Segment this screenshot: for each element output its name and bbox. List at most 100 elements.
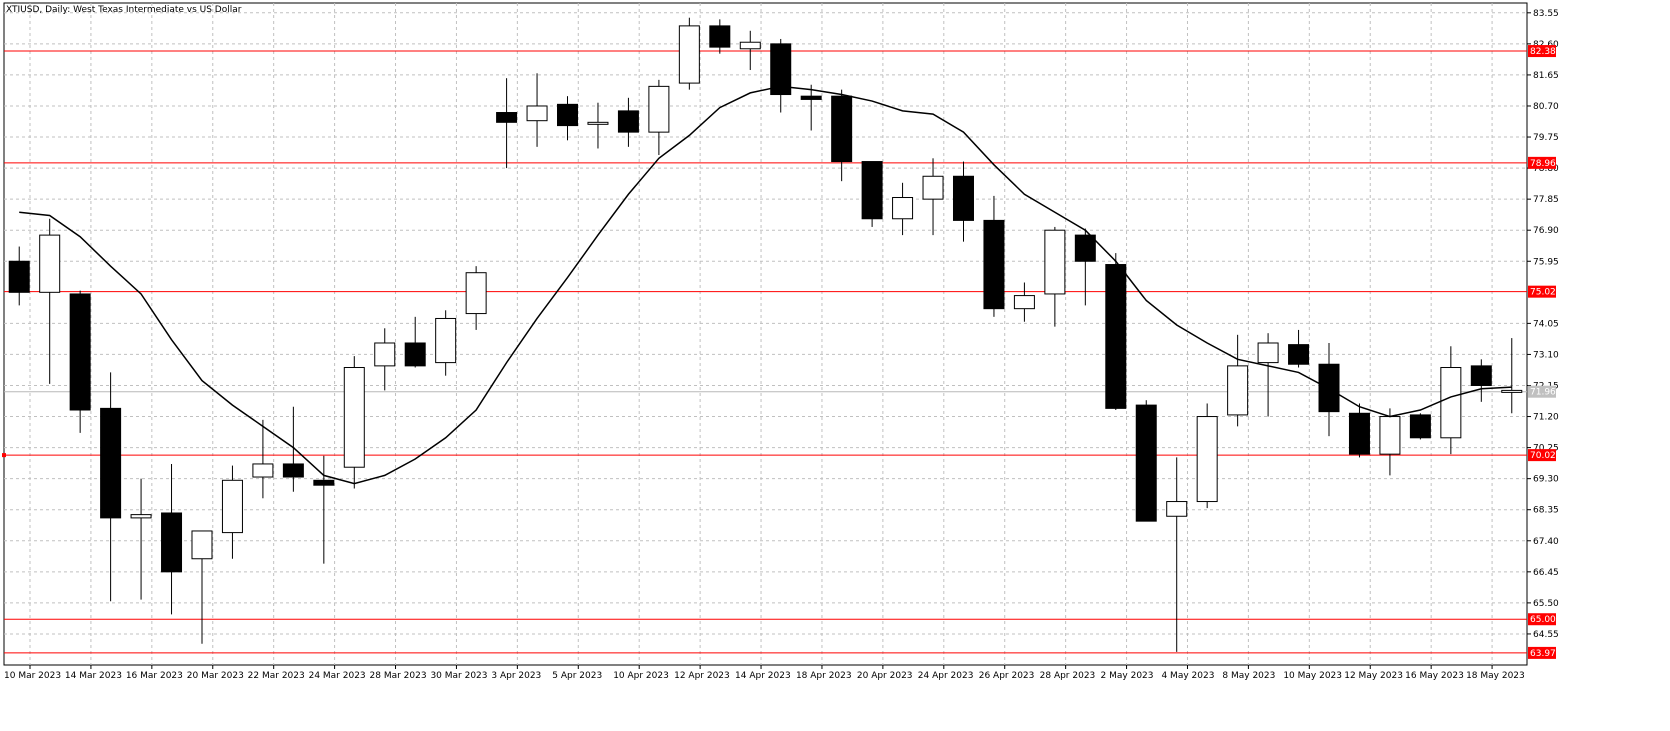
candle-bearish	[1348, 412, 1370, 455]
x-tick-label: 14 Apr 2023	[735, 671, 791, 681]
x-tick-label: 10 Mar 2023	[4, 671, 61, 681]
moving-average-line	[19, 85, 1512, 485]
x-tick-label: 12 Apr 2023	[674, 671, 730, 681]
candle-bullish	[526, 105, 548, 122]
chart-title: XTIUSD, Daily: West Texas Intermediate v…	[6, 5, 242, 15]
y-tick-label: 65.50	[1533, 599, 1559, 609]
candle-bullish	[435, 317, 457, 364]
x-tick-label: 30 Mar 2023	[430, 671, 487, 681]
y-tick-label: 70.25	[1533, 444, 1559, 454]
candle-bearish	[1470, 365, 1492, 386]
level-tag	[1528, 285, 1556, 298]
level-tag-label: 70.02	[1530, 451, 1556, 461]
candle-bullish	[343, 367, 365, 468]
candle-bullish	[1227, 365, 1249, 416]
current-price-tag-label: 71.96	[1530, 388, 1556, 398]
candle-bullish	[252, 463, 274, 478]
candle-bearish	[1288, 344, 1310, 365]
y-tick-label: 83.55	[1533, 9, 1559, 19]
candle-bearish	[1105, 264, 1127, 409]
candlestick-series	[8, 17, 1523, 652]
x-tick-label: 10 May 2023	[1283, 671, 1342, 681]
candle-bullish	[648, 85, 670, 133]
candle-bearish	[557, 103, 579, 127]
x-tick-label: 5 Apr 2023	[552, 671, 602, 681]
y-tick-label: 79.75	[1533, 133, 1559, 143]
x-tick-label: 14 Mar 2023	[65, 671, 122, 681]
y-tick-label: 73.10	[1533, 350, 1559, 360]
candle-bullish	[739, 41, 761, 50]
candle-bearish	[313, 479, 335, 486]
candle-bearish	[1409, 414, 1431, 439]
x-tick-label: 22 Mar 2023	[248, 671, 305, 681]
time-axis[interactable]: 10 Mar 2023 14 Mar 2023 16 Mar 2023 20 Mar …	[4, 665, 1525, 681]
candle-bullish	[1257, 342, 1279, 364]
y-tick-label: 82.60	[1533, 40, 1559, 50]
candle-bullish	[1196, 416, 1218, 503]
x-tick-label: 26 Apr 2023	[979, 671, 1035, 681]
candle-bearish	[831, 95, 853, 163]
y-tick-label: 68.35	[1533, 506, 1559, 516]
level-tag	[1528, 646, 1556, 659]
x-tick-label: 3 Apr 2023	[491, 671, 541, 681]
x-tick-label: 16 Mar 2023	[126, 671, 183, 681]
candle-bullish	[130, 514, 152, 519]
candle-bearish	[1074, 234, 1096, 262]
candle-bearish	[770, 43, 792, 96]
x-tick-label: 28 Mar 2023	[370, 671, 427, 681]
candle-bullish	[1379, 416, 1401, 455]
candle-bearish	[617, 110, 639, 133]
current-price-tag	[1528, 385, 1556, 398]
candle-bullish	[587, 121, 609, 125]
candle-bullish	[892, 197, 914, 220]
y-tick-label: 76.90	[1533, 226, 1559, 236]
candle-bullish	[1044, 229, 1066, 295]
x-tick-label: 28 Apr 2023	[1040, 671, 1096, 681]
level-tag	[1528, 613, 1556, 626]
candle-bearish	[404, 342, 426, 367]
candle-bearish	[496, 112, 518, 123]
x-tick-label: 8 May 2023	[1222, 671, 1275, 681]
candle-bearish	[983, 219, 1005, 310]
level-marker	[2, 453, 6, 458]
level-tag-label: 82.38	[1530, 47, 1556, 57]
candle-bearish	[709, 25, 731, 48]
x-tick-label: 18 Apr 2023	[796, 671, 852, 681]
chart-grid	[3, 2, 1528, 666]
x-tick-label: 4 May 2023	[1161, 671, 1214, 681]
x-tick-label: 2 May 2023	[1101, 671, 1154, 681]
price-axis[interactable]: 83.55 82.60 81.65 80.70 79.75 78.80 77.85 76.90…	[1527, 9, 1559, 640]
y-tick-label: 66.45	[1533, 568, 1559, 578]
y-tick-label: 69.30	[1533, 475, 1559, 485]
y-tick-label: 78.80	[1533, 164, 1559, 174]
x-tick-label: 12 May 2023	[1344, 671, 1403, 681]
y-tick-label: 81.65	[1533, 71, 1559, 81]
candle-bullish	[221, 479, 243, 534]
candle-bearish	[161, 512, 183, 573]
candle-bullish	[922, 175, 944, 200]
horizontal-levels[interactable]	[4, 50, 1527, 654]
x-tick-label: 20 Apr 2023	[857, 671, 913, 681]
x-tick-label: 24 Apr 2023	[918, 671, 974, 681]
candle-bullish	[191, 530, 213, 560]
candle-bearish	[282, 463, 304, 478]
x-tick-label: 18 May 2023	[1466, 671, 1525, 681]
candle-bullish	[465, 272, 487, 315]
candle-bearish	[861, 161, 883, 220]
level-tag	[1528, 156, 1556, 169]
candle-bullish	[1166, 501, 1188, 517]
y-tick-label: 71.20	[1533, 413, 1559, 423]
candle-bearish	[952, 175, 974, 221]
y-tick-label: 67.40	[1533, 537, 1559, 547]
x-tick-label: 20 Mar 2023	[187, 671, 244, 681]
candle-bullish	[374, 342, 396, 367]
x-tick-label: 16 May 2023	[1405, 671, 1464, 681]
candle-bearish	[800, 95, 822, 100]
level-tag-label: 78.96	[1530, 159, 1556, 169]
level-tag	[1528, 449, 1556, 462]
candle-bullish	[39, 234, 61, 293]
candle-bullish	[678, 25, 700, 84]
candle-bullish	[1440, 367, 1462, 439]
x-tick-label: 24 Mar 2023	[309, 671, 366, 681]
